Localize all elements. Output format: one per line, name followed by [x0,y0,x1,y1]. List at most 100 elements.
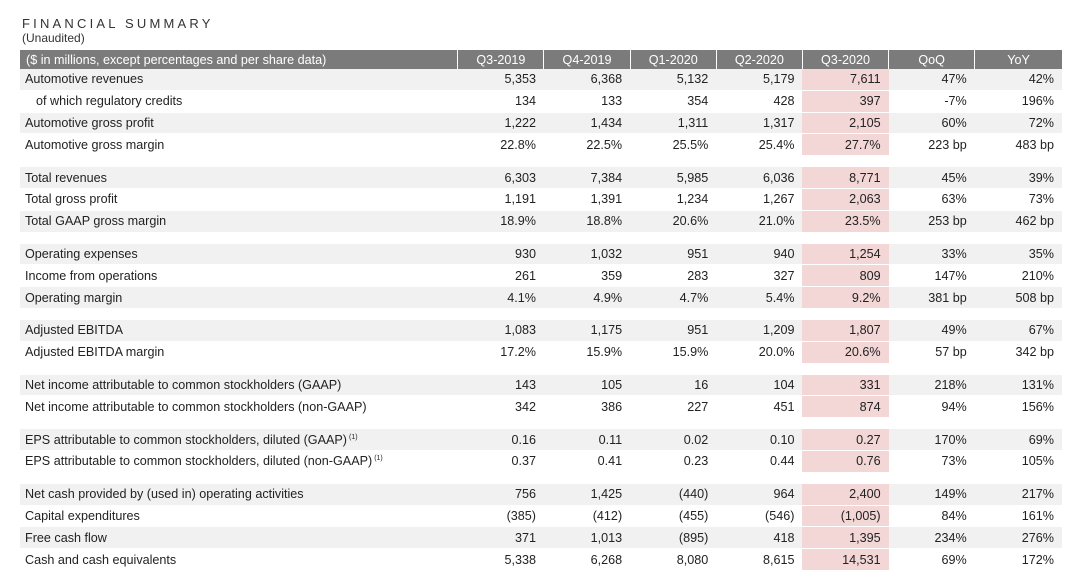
value-cell: 20.0% [716,341,803,364]
row-label-text: Net cash provided by (used in) operating… [25,487,304,502]
spacer-cell [888,417,975,430]
value-cell: 67% [974,319,1062,342]
value-cell: 0.02 [630,429,717,451]
spacer-cell [20,363,458,375]
spacer-cell [20,232,458,244]
value-cell: 0.11 [543,429,631,451]
value-cell-highlighted: 0.27 [802,429,889,451]
value-cell: 156% [974,395,1062,419]
value-cell-highlighted: 1,254 [802,243,889,266]
value-cell-highlighted: 331 [802,374,889,397]
row-label-text: Total revenues [25,170,107,185]
value-cell: 105 [543,374,631,397]
row-label: Net income attributable to common stockh… [20,374,458,397]
value-cell: 35% [974,243,1062,266]
value-cell: 951 [630,319,717,342]
row-label: Automotive gross margin [20,133,458,157]
value-cell: 7,384 [543,167,631,189]
spacer-cell [630,472,717,484]
spacer-cell [457,155,544,168]
value-cell-highlighted: 7,611 [802,69,889,91]
group-spacer [20,155,1062,168]
spacer-cell [802,155,889,168]
value-cell: 1,391 [543,188,631,211]
value-cell: -7% [888,90,975,113]
table-row: Total gross profit 1,191 1,391 1,234 1,267 2,… [20,188,1062,211]
value-cell: (385) [457,505,544,528]
value-cell: 217% [974,483,1062,506]
value-cell: 1,222 [457,112,544,135]
value-cell: 5,353 [457,69,544,91]
row-label: Automotive gross profit [20,112,458,135]
value-cell: 1,311 [630,112,717,135]
value-cell: 1,434 [543,112,631,135]
spacer-cell [888,363,975,375]
value-cell-highlighted: 8,771 [802,167,889,189]
value-cell: (440) [630,483,717,506]
table-row: Capital expenditures (385) (412) (455) (546)… [20,505,1062,528]
value-cell: 342 bp [974,341,1062,364]
row-label-text: Adjusted EBITDA [25,323,123,338]
value-cell: 418 [716,526,803,550]
header-q4-2019: Q4-2019 [543,50,631,69]
value-cell: 483 bp [974,133,1062,157]
value-cell: 60% [888,112,975,135]
row-label-text: Automotive revenues [25,72,144,87]
value-cell: 57 bp [888,341,975,364]
spacer-cell [20,472,458,484]
spacer-cell [630,363,717,375]
value-cell-highlighted: 397 [802,90,889,113]
value-cell: 428 [716,90,803,113]
value-cell-highlighted: (1,005) [802,505,889,528]
row-label: Adjusted EBITDA [20,319,458,342]
row-label-text: of which regulatory credits [36,94,183,109]
spacer-cell [802,472,889,484]
row-label-text: EPS attributable to common stockholders,… [25,432,347,447]
value-cell: 276% [974,526,1062,550]
value-cell: 4.7% [630,286,717,309]
value-cell: 172% [974,548,1062,571]
row-label: Net cash provided by (used in) operating… [20,483,458,506]
header-q2-2020: Q2-2020 [715,50,803,69]
value-cell: (895) [630,526,717,550]
table-row: Automotive revenues 5,353 6,368 5,132 5,179 7… [20,69,1062,91]
value-cell: 33% [888,243,975,266]
spacer-cell [888,472,975,484]
value-cell: 940 [716,243,803,266]
group-spacer [20,308,1062,320]
value-cell: 0.23 [630,450,717,473]
spacer-cell [630,232,717,244]
spacer-cell [457,363,544,375]
spacer-cell [20,417,458,430]
value-cell: 73% [974,188,1062,211]
table-row: Adjusted EBITDA 1,083 1,175 951 1,209 1,807 49… [20,319,1062,342]
spacer-cell [716,308,803,320]
value-cell: 223 bp [888,133,975,157]
header-q1-2020: Q1-2020 [629,50,717,69]
value-cell: 49% [888,319,975,342]
value-cell: 47% [888,69,975,91]
value-cell: 18.8% [543,210,631,233]
row-label-text: Adjusted EBITDA margin [25,345,165,360]
table-row: Net cash provided by (used in) operating… [20,483,1062,506]
table-row: Cash and cash equivalents 5,338 6,268 8,080… [20,548,1062,571]
value-cell: 20.6% [630,210,717,233]
row-label: Operating expenses [20,243,458,266]
spacer-cell [630,155,717,168]
value-cell: 261 [457,264,544,288]
spacer-cell [716,363,803,375]
value-cell: 371 [457,526,544,550]
table-row: Adjusted EBITDA margin 17.2% 15.9% 15.9% 20.… [20,341,1062,364]
value-cell: 0.44 [716,450,803,473]
financial-summary-table: ($ in millions, except percentages and p… [20,50,1062,571]
spacer-cell [20,308,458,320]
value-cell: 1,234 [630,188,717,211]
value-cell: 210% [974,264,1062,288]
value-cell: 930 [457,243,544,266]
table-row: EPS attributable to common stockholders,… [20,450,1062,473]
row-label: Operating margin [20,286,458,309]
page-title: FINANCIAL SUMMARY [22,16,214,31]
table-row: Free cash flow 371 1,013 (895) 418 1,395 234% 2… [20,526,1062,550]
value-cell: (546) [716,505,803,528]
value-cell: 16 [630,374,717,397]
